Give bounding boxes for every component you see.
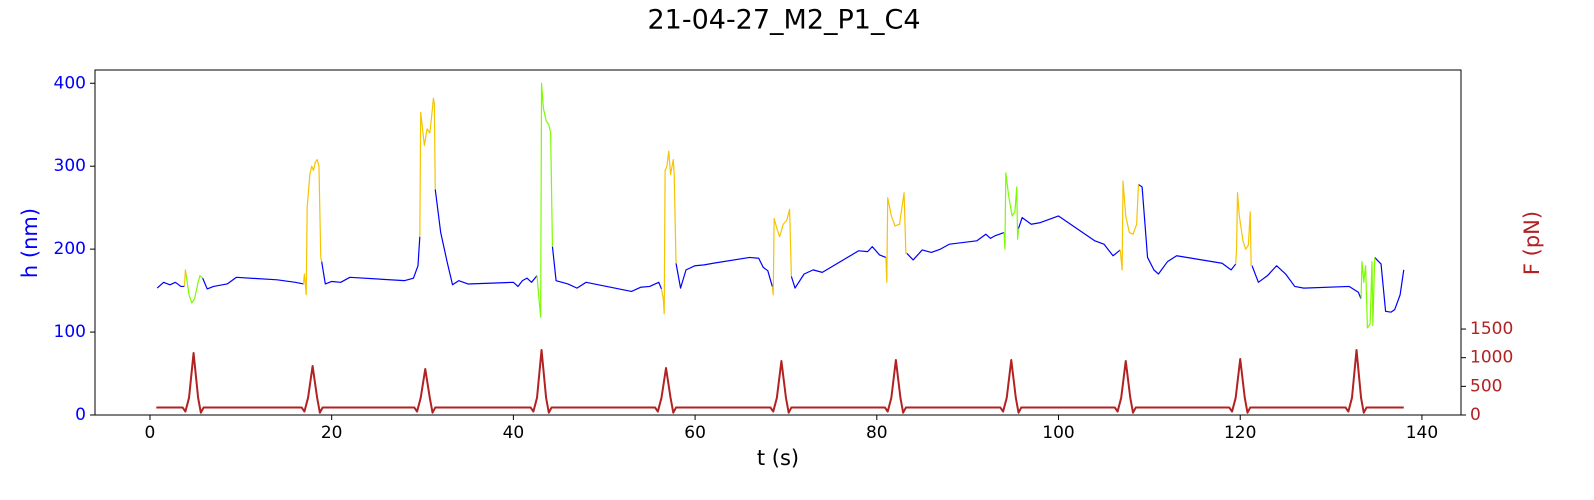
y2-tick-label: 0 [1470, 405, 1481, 425]
y2-axis-label: F (pN) [1520, 211, 1544, 275]
x-tick-label: 60 [684, 423, 706, 443]
x-tick-label: 80 [866, 423, 888, 443]
y-tick-label: 300 [54, 156, 86, 176]
y2-tick-label: 1500 [1470, 319, 1513, 339]
y-tick-label: 200 [54, 239, 86, 259]
x-tick-label: 120 [1224, 423, 1256, 443]
x-tick-label: 100 [1042, 423, 1074, 443]
data-line [156, 349, 1404, 414]
x-tick-label: 40 [503, 423, 525, 443]
x-tick-label: 0 [145, 423, 156, 443]
data-line [156, 183, 1405, 313]
plot-frame [94, 69, 1462, 416]
y-tick-label: 0 [75, 405, 86, 425]
y2-tick-label: 1000 [1470, 348, 1513, 368]
data-line [185, 82, 1376, 329]
x-tick-label: 20 [321, 423, 343, 443]
x-axis-label: t (s) [757, 446, 799, 470]
x-tick-label: 140 [1406, 423, 1438, 443]
y-tick-label: 100 [54, 322, 86, 342]
chart-title: 21-04-27_M2_P1_C4 [647, 5, 920, 36]
y-tick-label: 400 [54, 73, 86, 93]
data-line [183, 97, 1253, 315]
y-axis-label: h (nm) [18, 208, 42, 278]
y2-tick-label: 500 [1470, 376, 1502, 396]
